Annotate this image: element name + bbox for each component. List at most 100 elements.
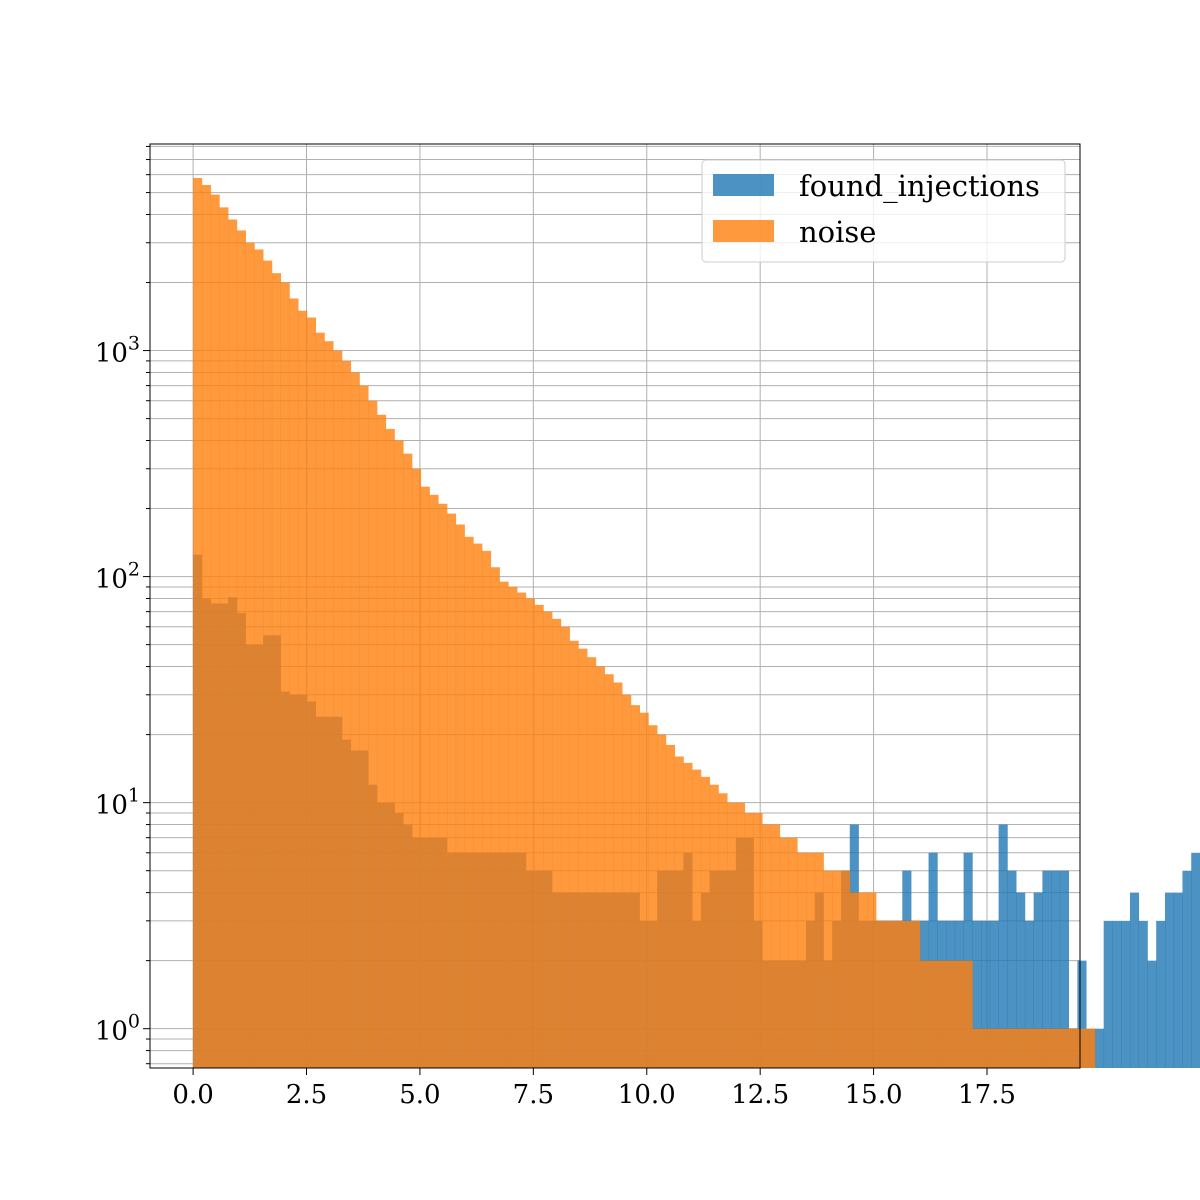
histogram-bar-noise <box>700 776 711 1068</box>
histogram-bar-found-injections <box>1077 960 1087 1068</box>
histogram-bar-found-injections <box>928 852 938 1068</box>
histogram-bar-noise <box>841 870 851 1068</box>
histogram-bar-found-injections <box>989 920 999 1068</box>
histogram-bar-noise <box>867 892 877 1068</box>
histogram-bar-noise <box>683 762 693 1068</box>
histogram-bar-found-injections <box>972 920 982 1068</box>
histogram-bar-noise <box>420 486 430 1068</box>
histogram-bar-noise <box>884 920 894 1068</box>
histogram-bar-noise <box>727 802 737 1068</box>
histogram-bar-noise <box>595 666 605 1068</box>
histogram-bar-noise <box>946 960 956 1068</box>
x-tick-label: 17.5 <box>958 1080 1016 1110</box>
histogram-bar-noise <box>876 920 886 1068</box>
histogram-bar-noise <box>464 536 474 1068</box>
histogram-bar-noise <box>245 242 255 1068</box>
histogram-bar-noise <box>718 793 728 1068</box>
histogram-bar-noise <box>613 682 623 1068</box>
histogram-bar-noise <box>525 598 535 1068</box>
histogram-bar-noise <box>350 372 360 1069</box>
y-tick-label-base: 10 <box>95 339 128 369</box>
x-tick-label: 10.0 <box>618 1080 676 1110</box>
histogram-bar-noise <box>893 920 903 1068</box>
y-tick-label-exponent: 0 <box>128 1011 140 1033</box>
histogram-bar-noise <box>499 581 509 1068</box>
histogram-bar-noise <box>814 852 824 1068</box>
histogram-bar-found-injections <box>1007 870 1017 1068</box>
histogram-bar-noise <box>1051 1028 1061 1068</box>
histogram-bar-noise <box>639 712 649 1068</box>
histogram-bar-noise <box>228 219 238 1068</box>
histogram-bar-noise <box>674 756 684 1068</box>
histogram-bar-found-injections <box>1042 870 1052 1068</box>
histogram-bar-noise <box>937 960 947 1068</box>
y-tick-label-exponent: 1 <box>128 785 140 807</box>
histogram-bar-noise <box>306 317 317 1068</box>
histogram-bar-found-injections <box>1121 920 1131 1068</box>
histogram-bar-found-injections <box>1138 920 1148 1068</box>
histogram-bar-noise <box>411 468 422 1068</box>
histogram-bar-noise <box>753 812 763 1068</box>
histogram-bar-found-injections <box>1033 892 1043 1068</box>
x-tick-label: 15.0 <box>845 1080 903 1110</box>
histogram-bar-noise <box>359 385 369 1068</box>
histogram-bar-noise <box>648 725 658 1068</box>
histogram-bar-found-injections <box>1059 870 1070 1068</box>
histogram-bar-found-injections <box>1051 870 1061 1068</box>
histogram-bar-noise <box>1086 1028 1096 1068</box>
histogram-bar-noise <box>762 824 772 1068</box>
histogram-bar-noise <box>911 920 921 1068</box>
histogram-bar-noise <box>517 592 527 1068</box>
histogram-bar-noise <box>429 494 439 1069</box>
histogram-bar-noise <box>201 185 211 1068</box>
histogram-bar-noise <box>508 586 518 1068</box>
histogram-bar-found-injections <box>1094 1028 1105 1068</box>
y-tick-label-exponent: 3 <box>128 333 140 355</box>
legend-swatch <box>713 174 774 196</box>
histogram-bar-noise <box>972 1028 982 1068</box>
y-tick-label-base: 10 <box>95 565 128 595</box>
histogram-bar-found-injections <box>1173 892 1183 1068</box>
histogram-bar-noise <box>324 341 334 1068</box>
histogram-bar-noise <box>280 282 290 1068</box>
histogram-bar-noise <box>438 503 448 1068</box>
histogram-bar-noise <box>578 648 588 1068</box>
x-tick-label: 7.5 <box>513 1080 554 1110</box>
histogram-bar-noise <box>447 513 457 1068</box>
histogram-bar-noise <box>385 428 395 1068</box>
histogram-bars <box>193 177 1200 1069</box>
histogram-bar-noise <box>770 824 781 1068</box>
histogram-bar-noise <box>692 769 702 1068</box>
legend-box <box>701 159 1066 263</box>
histogram-bar-noise <box>560 626 570 1068</box>
histogram-bar-noise <box>998 1028 1008 1068</box>
histogram-bar-noise <box>1042 1028 1052 1068</box>
histogram-bar-found-injections <box>963 852 973 1068</box>
histogram-bar-found-injections <box>1164 892 1175 1068</box>
x-tick-label: 0.0 <box>172 1080 213 1110</box>
histogram-bar-found-injections <box>1191 852 1200 1068</box>
histogram-bar-found-injections <box>1182 870 1192 1068</box>
histogram-bar-noise <box>919 960 929 1068</box>
histogram-bar-noise <box>1059 1028 1070 1068</box>
histogram-bar-noise <box>333 350 343 1068</box>
histogram-bar-noise <box>368 400 378 1069</box>
histogram-bar-noise <box>1007 1028 1017 1068</box>
histogram-bar-noise <box>1016 1028 1026 1068</box>
x-tick-label: 12.5 <box>731 1080 789 1110</box>
y-tick-label-base: 10 <box>95 791 128 821</box>
histogram-bar-noise <box>735 802 746 1068</box>
histogram-bar-noise <box>849 892 859 1068</box>
histogram-bar-found-injections <box>998 824 1008 1068</box>
histogram-bar-noise <box>902 920 912 1068</box>
histogram-bar-noise <box>981 1028 991 1068</box>
y-tick-label: 101 <box>95 785 140 821</box>
histogram-bar-noise <box>376 414 387 1068</box>
histogram-bar-noise <box>394 440 404 1068</box>
histogram-bar-noise <box>832 870 842 1068</box>
histogram-bar-found-injections <box>1147 960 1157 1068</box>
histogram-bar-noise <box>928 960 938 1068</box>
histogram-bar-noise <box>1068 1028 1078 1068</box>
